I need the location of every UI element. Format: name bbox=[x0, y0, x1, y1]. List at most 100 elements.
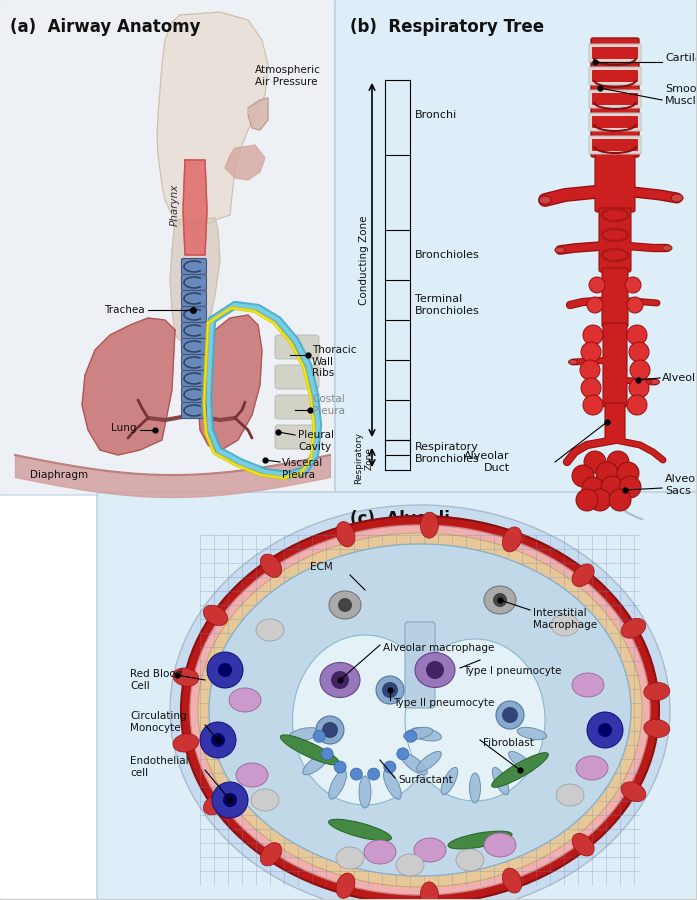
Circle shape bbox=[607, 451, 629, 473]
Ellipse shape bbox=[417, 752, 441, 771]
Circle shape bbox=[596, 462, 618, 484]
Text: (b)  Respiratory Tree: (b) Respiratory Tree bbox=[350, 18, 544, 36]
FancyBboxPatch shape bbox=[181, 307, 206, 322]
Ellipse shape bbox=[410, 727, 441, 741]
FancyBboxPatch shape bbox=[589, 67, 641, 85]
Text: Respiratory
Zone: Respiratory Zone bbox=[354, 432, 374, 484]
FancyBboxPatch shape bbox=[181, 338, 206, 355]
Ellipse shape bbox=[470, 773, 480, 803]
Circle shape bbox=[351, 768, 362, 780]
Text: Trachea: Trachea bbox=[105, 305, 145, 315]
Ellipse shape bbox=[448, 831, 512, 849]
Polygon shape bbox=[170, 218, 220, 350]
FancyBboxPatch shape bbox=[589, 44, 641, 62]
Ellipse shape bbox=[484, 833, 516, 857]
Polygon shape bbox=[157, 12, 268, 230]
Ellipse shape bbox=[555, 247, 565, 253]
Text: Type I pneumocyte: Type I pneumocyte bbox=[463, 666, 561, 676]
Text: (c)  Alveoli: (c) Alveoli bbox=[350, 510, 450, 528]
Polygon shape bbox=[183, 160, 207, 255]
Ellipse shape bbox=[302, 753, 329, 775]
Circle shape bbox=[617, 462, 639, 484]
FancyBboxPatch shape bbox=[335, 0, 697, 495]
Text: Costal
Pleura: Costal Pleura bbox=[312, 394, 345, 416]
Text: Cartilage: Cartilage bbox=[665, 53, 697, 63]
Ellipse shape bbox=[190, 525, 650, 895]
Ellipse shape bbox=[181, 516, 659, 900]
Ellipse shape bbox=[260, 842, 282, 866]
Text: Pleural
Cavity: Pleural Cavity bbox=[298, 430, 334, 452]
Ellipse shape bbox=[336, 873, 355, 898]
Ellipse shape bbox=[420, 882, 438, 900]
Circle shape bbox=[629, 378, 649, 398]
FancyBboxPatch shape bbox=[97, 492, 697, 900]
Ellipse shape bbox=[551, 614, 579, 636]
Text: Thoracic
Wall
Ribs: Thoracic Wall Ribs bbox=[312, 345, 356, 378]
Circle shape bbox=[630, 360, 650, 380]
Circle shape bbox=[367, 768, 380, 780]
Ellipse shape bbox=[376, 676, 404, 704]
Circle shape bbox=[627, 395, 647, 415]
Circle shape bbox=[582, 477, 604, 499]
Ellipse shape bbox=[383, 770, 401, 799]
Ellipse shape bbox=[293, 635, 438, 805]
Text: Conducting Zone: Conducting Zone bbox=[359, 215, 369, 305]
Polygon shape bbox=[225, 145, 265, 180]
Ellipse shape bbox=[204, 795, 227, 815]
Text: Alveolar
Duct: Alveolar Duct bbox=[464, 451, 510, 472]
Text: Alveoli: Alveoli bbox=[662, 373, 697, 383]
Ellipse shape bbox=[539, 196, 551, 204]
Ellipse shape bbox=[236, 763, 268, 787]
Ellipse shape bbox=[256, 619, 284, 641]
Circle shape bbox=[587, 297, 603, 313]
Circle shape bbox=[583, 395, 603, 415]
Polygon shape bbox=[198, 315, 262, 452]
FancyBboxPatch shape bbox=[595, 153, 635, 212]
Text: Pharynx: Pharynx bbox=[170, 184, 180, 226]
Ellipse shape bbox=[503, 868, 522, 893]
FancyBboxPatch shape bbox=[0, 0, 335, 495]
Ellipse shape bbox=[198, 533, 642, 887]
Circle shape bbox=[334, 761, 346, 773]
Circle shape bbox=[382, 682, 398, 698]
Ellipse shape bbox=[404, 727, 433, 740]
FancyBboxPatch shape bbox=[181, 355, 206, 371]
Ellipse shape bbox=[503, 526, 522, 552]
Text: Endothelial
cell: Endothelial cell bbox=[130, 756, 189, 778]
Ellipse shape bbox=[229, 688, 261, 712]
Circle shape bbox=[223, 793, 237, 807]
Ellipse shape bbox=[420, 512, 438, 538]
Circle shape bbox=[576, 489, 598, 511]
Ellipse shape bbox=[491, 752, 549, 788]
Circle shape bbox=[584, 451, 606, 473]
Text: Fibroblast: Fibroblast bbox=[483, 738, 534, 748]
Circle shape bbox=[625, 277, 641, 293]
Circle shape bbox=[384, 761, 396, 773]
Ellipse shape bbox=[260, 554, 282, 577]
Text: Respiratory
Bronchioles: Respiratory Bronchioles bbox=[415, 442, 480, 464]
Ellipse shape bbox=[569, 359, 578, 364]
Ellipse shape bbox=[662, 245, 672, 251]
Ellipse shape bbox=[364, 840, 396, 864]
Circle shape bbox=[211, 733, 225, 747]
FancyBboxPatch shape bbox=[181, 274, 206, 291]
FancyBboxPatch shape bbox=[405, 622, 435, 708]
Ellipse shape bbox=[251, 789, 279, 811]
Polygon shape bbox=[248, 98, 268, 130]
Ellipse shape bbox=[401, 753, 427, 775]
FancyBboxPatch shape bbox=[589, 136, 641, 154]
Ellipse shape bbox=[572, 833, 594, 856]
Ellipse shape bbox=[517, 727, 546, 740]
Ellipse shape bbox=[576, 756, 608, 780]
Circle shape bbox=[322, 722, 338, 738]
Text: ECM: ECM bbox=[310, 562, 332, 572]
FancyBboxPatch shape bbox=[592, 116, 638, 128]
Text: Type II pneumocyte: Type II pneumocyte bbox=[393, 698, 494, 708]
FancyBboxPatch shape bbox=[181, 258, 206, 274]
Circle shape bbox=[609, 489, 631, 511]
Text: Diaphragm: Diaphragm bbox=[30, 470, 88, 480]
Ellipse shape bbox=[441, 768, 458, 795]
Circle shape bbox=[218, 663, 232, 677]
Circle shape bbox=[212, 782, 248, 818]
Circle shape bbox=[598, 723, 612, 737]
